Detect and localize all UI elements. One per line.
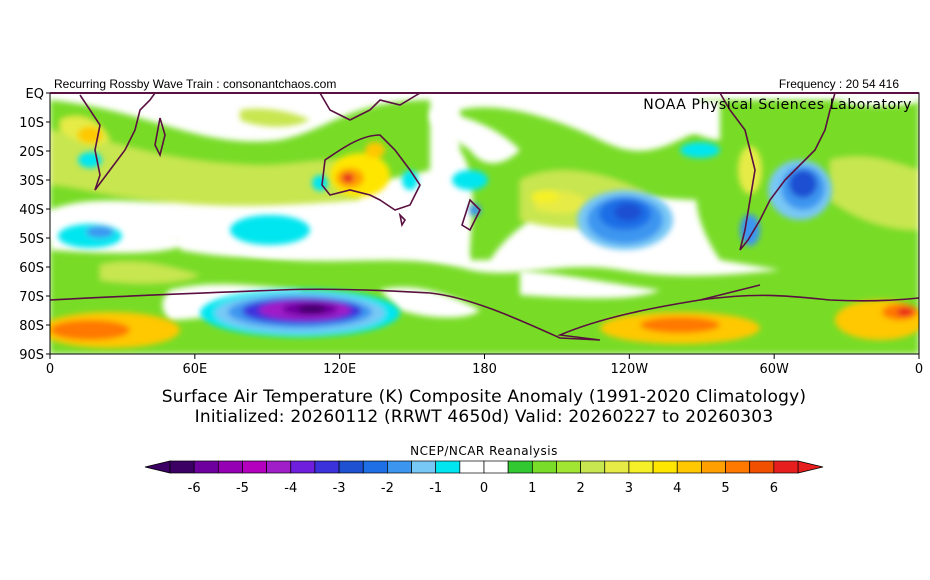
lat-label: 40S (19, 203, 44, 218)
colorbar-tick-label: -2 (381, 481, 394, 496)
colorbar-tick-label: -1 (429, 481, 442, 496)
colorbar-arrow-left (144, 460, 171, 474)
lat-label: 50S (19, 232, 44, 247)
colorbar-tick-label: -3 (333, 481, 346, 496)
colorbar-tick-label: 1 (528, 481, 536, 496)
colorbar-tick-label: 6 (770, 481, 778, 496)
lon-label: 120E (323, 362, 356, 377)
colorbar-swatch (338, 460, 364, 474)
header-right-text: Frequency : 20 54 416 (778, 77, 899, 91)
colorbar-swatch (676, 460, 702, 474)
colorbar-tick-label: 4 (673, 481, 681, 496)
lat-label: 30S (19, 174, 44, 189)
colorbar-tick-label: 5 (721, 481, 729, 496)
lat-label: EQ (26, 87, 44, 102)
latitude-axis: EQ 10S 20S 30S 40S 50S 60S 70S 80S 90S (19, 87, 50, 363)
caption-line-1: Surface Air Temperature (K) Composite An… (162, 387, 806, 407)
lat-label: 70S (19, 290, 44, 305)
coastlines (50, 93, 919, 341)
longitude-axis: 0 60E 120E 180 120W 60W 0 (46, 354, 923, 377)
colorbar-swatch (290, 460, 316, 474)
colorbar-tick-label: 3 (625, 481, 633, 496)
lon-label: 60W (759, 362, 789, 377)
lon-label: 180 (472, 362, 497, 377)
lab-label: NOAA Physical Sciences Laboratory (643, 97, 912, 113)
colorbar-swatch (483, 460, 509, 474)
colorbar-swatch (725, 460, 751, 474)
colorbar-tick-label: -4 (284, 481, 297, 496)
colorbar-swatch (193, 460, 219, 474)
caption-line-2: Initialized: 20260112 (RRWT 4650d) Valid… (195, 407, 774, 427)
colorbar-swatch (604, 460, 630, 474)
source-label: NCEP/NCAR Reanalysis (410, 444, 558, 458)
colorbar-swatch (314, 460, 340, 474)
colorbar-arrow-right (797, 460, 824, 474)
colorbar-swatch (362, 460, 388, 474)
colorbar: -6 -5 -4 -3 -2 -1 0 1 2 3 4 5 6 (144, 460, 824, 496)
colorbar-swatch (266, 460, 292, 474)
colorbar-swatch (217, 460, 243, 474)
colorbar-tick-label: -5 (236, 481, 249, 496)
lon-label: 60E (182, 362, 207, 377)
lon-label: 120W (610, 362, 648, 377)
colorbar-swatch (459, 460, 485, 474)
colorbar-swatch (773, 460, 799, 474)
lon-label: 0 (46, 362, 54, 377)
header-left-text: Recurring Rossby Wave Train : consonantc… (54, 77, 337, 91)
colorbar-swatch (169, 460, 195, 474)
map-field (50, 93, 919, 354)
colorbar-swatch (411, 460, 437, 474)
colorbar-tick-label: 2 (576, 481, 584, 496)
lat-label: 80S (19, 319, 44, 334)
colorbar-swatch (580, 460, 606, 474)
colorbar-swatch (652, 460, 678, 474)
colorbar-swatch (242, 460, 267, 474)
colorbar-swatch (507, 460, 533, 474)
lat-label: 20S (19, 145, 44, 160)
lon-label: 0 (915, 362, 923, 377)
lat-label: 10S (19, 116, 44, 131)
colorbar-swatch (628, 460, 654, 474)
colorbar-tick-label: 0 (480, 481, 488, 496)
colorbar-tick-label: -6 (188, 481, 201, 496)
colorbar-swatch (435, 460, 461, 474)
colorbar-swatch (701, 460, 726, 474)
colorbar-swatch (749, 460, 775, 474)
colorbar-swatch (387, 460, 412, 474)
lat-label: 90S (19, 348, 44, 363)
colorbar-swatch (531, 460, 557, 474)
lat-label: 60S (19, 261, 44, 276)
colorbar-swatch (556, 460, 581, 474)
